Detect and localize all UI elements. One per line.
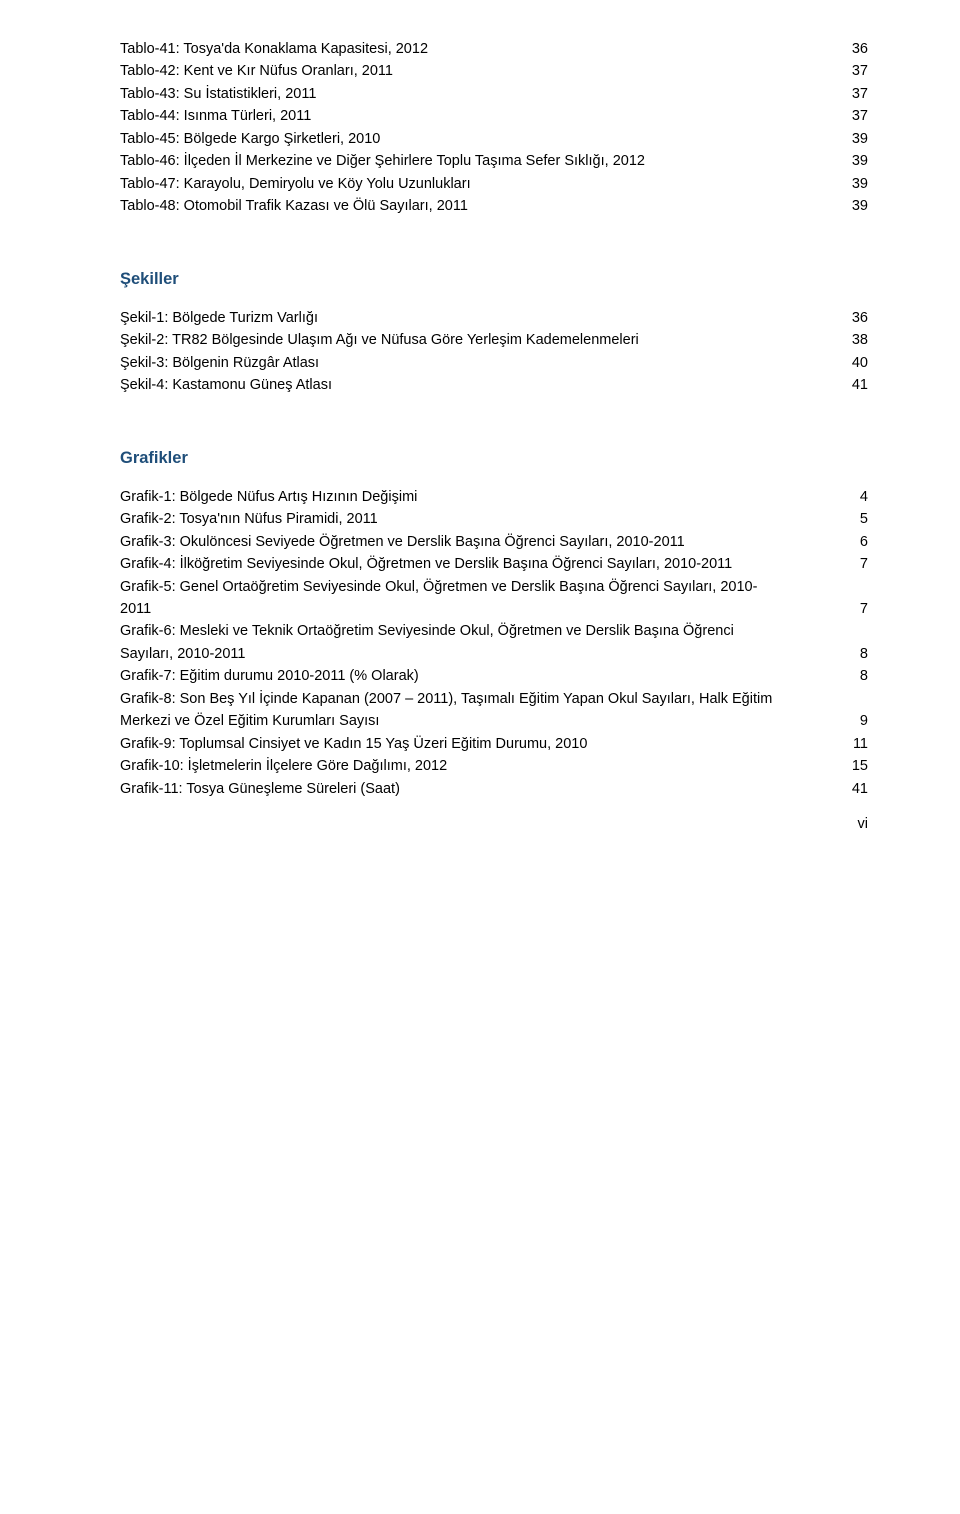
toc-entry-page: 39 — [850, 128, 868, 150]
toc-entry-label: Tablo-46: İlçeden İl Merkezine ve Diğer … — [120, 150, 645, 172]
toc-entry-label: Şekil-4: Kastamonu Güneş Atlası — [120, 374, 332, 396]
toc-entry: Grafik-7: Eğitim durumu 2010-2011 (% Ola… — [120, 665, 868, 687]
toc-entry-label: Grafik-1: Bölgede Nüfus Artış Hızının De… — [120, 486, 417, 508]
toc-entry: Şekil-2: TR82 Bölgesinde Ulaşım Ağı ve N… — [120, 329, 868, 351]
toc-entry-page: 37 — [850, 60, 868, 82]
toc-entry-page: 40 — [850, 352, 868, 374]
toc-entry-label: Tablo-45: Bölgede Kargo Şirketleri, 2010 — [120, 128, 380, 150]
toc-entry: Tablo-41: Tosya'da Konaklama Kapasitesi,… — [120, 38, 868, 60]
toc-entry: Tablo-42: Kent ve Kır Nüfus Oranları, 20… — [120, 60, 868, 82]
toc-entry: Grafik-1: Bölgede Nüfus Artış Hızının De… — [120, 486, 868, 508]
toc-entry-label: Tablo-47: Karayolu, Demiryolu ve Köy Yol… — [120, 173, 471, 195]
toc-entry-label: Sayıları, 2010-2011 — [120, 643, 245, 665]
toc-entry-label: Grafik-3: Okulöncesi Seviyede Öğretmen v… — [120, 531, 685, 553]
toc-entry: Merkezi ve Özel Eğitim Kurumları Sayısı … — [120, 710, 868, 732]
toc-entry-page: 37 — [850, 83, 868, 105]
toc-entry: Tablo-43: Su İstatistikleri, 2011 37 — [120, 83, 868, 105]
toc-entry-page: 6 — [858, 531, 868, 553]
toc-entry-label: Grafik-4: İlköğretim Seviyesinde Okul, Ö… — [120, 553, 732, 575]
toc-entry-label: Tablo-48: Otomobil Trafik Kazası ve Ölü … — [120, 195, 468, 217]
toc-entry: 2011 7 — [120, 598, 868, 620]
toc-entry-label: Şekil-3: Bölgenin Rüzgâr Atlası — [120, 352, 319, 374]
toc-entry-wrap: Grafik-8: Son Beş Yıl İçinde Kapanan (20… — [120, 688, 868, 710]
toc-entry-label: Merkezi ve Özel Eğitim Kurumları Sayısı — [120, 710, 379, 732]
toc-entry: Grafik-9: Toplumsal Cinsiyet ve Kadın 15… — [120, 733, 868, 755]
heading-sekiller: Şekiller — [120, 270, 868, 289]
page-number: vi — [120, 816, 868, 832]
toc-entry-page: 7 — [858, 598, 868, 620]
toc-entry-label: Şekil-1: Bölgede Turizm Varlığı — [120, 307, 318, 329]
heading-grafikler: Grafikler — [120, 449, 868, 468]
toc-entry-label: Tablo-43: Su İstatistikleri, 2011 — [120, 83, 316, 105]
toc-entry: Tablo-45: Bölgede Kargo Şirketleri, 2010… — [120, 128, 868, 150]
toc-entry-page: 41 — [850, 374, 868, 396]
toc-entry: Şekil-4: Kastamonu Güneş Atlası 41 — [120, 374, 868, 396]
toc-entry-label: Grafik-2: Tosya'nın Nüfus Piramidi, 2011 — [120, 508, 378, 530]
toc-tablolar: Tablo-41: Tosya'da Konaklama Kapasitesi,… — [120, 38, 868, 218]
toc-entry-page: 39 — [850, 195, 868, 217]
toc-entry-page: 36 — [850, 307, 868, 329]
toc-entry: Şekil-3: Bölgenin Rüzgâr Atlası 40 — [120, 352, 868, 374]
toc-entry-wrap: Grafik-5: Genel Ortaöğretim Seviyesinde … — [120, 576, 868, 598]
toc-entry-page: 7 — [858, 553, 868, 575]
toc-entry: Grafik-10: İşletmelerin İlçelere Göre Da… — [120, 755, 868, 777]
toc-entry-page: 38 — [850, 329, 868, 351]
toc-entry-label: Grafik-10: İşletmelerin İlçelere Göre Da… — [120, 755, 447, 777]
toc-entry-page: 8 — [858, 643, 868, 665]
toc-entry: Tablo-46: İlçeden İl Merkezine ve Diğer … — [120, 150, 868, 172]
toc-sekiller: Şekil-1: Bölgede Turizm Varlığı 36Şekil-… — [120, 307, 868, 397]
toc-entry: Grafik-4: İlköğretim Seviyesinde Okul, Ö… — [120, 553, 868, 575]
toc-entry: Tablo-47: Karayolu, Demiryolu ve Köy Yol… — [120, 173, 868, 195]
toc-entry-label: Tablo-44: Isınma Türleri, 2011 — [120, 105, 311, 127]
toc-entry-wrap: Grafik-6: Mesleki ve Teknik Ortaöğretim … — [120, 620, 868, 642]
toc-entry-page: 11 — [851, 733, 868, 755]
toc-entry-label: Tablo-42: Kent ve Kır Nüfus Oranları, 20… — [120, 60, 393, 82]
toc-entry: Grafik-2: Tosya'nın Nüfus Piramidi, 2011… — [120, 508, 868, 530]
toc-entry-page: 37 — [850, 105, 868, 127]
toc-entry-page: 8 — [858, 665, 868, 687]
toc-entry-label: 2011 — [120, 598, 151, 620]
toc-entry: Sayıları, 2010-2011 8 — [120, 643, 868, 665]
toc-entry: Grafik-3: Okulöncesi Seviyede Öğretmen v… — [120, 531, 868, 553]
toc-grafikler: Grafik-1: Bölgede Nüfus Artış Hızının De… — [120, 486, 868, 801]
toc-entry: Tablo-44: Isınma Türleri, 2011 37 — [120, 105, 868, 127]
toc-entry: Şekil-1: Bölgede Turizm Varlığı 36 — [120, 307, 868, 329]
toc-entry-label: Şekil-2: TR82 Bölgesinde Ulaşım Ağı ve N… — [120, 329, 639, 351]
toc-entry-label: Grafik-9: Toplumsal Cinsiyet ve Kadın 15… — [120, 733, 587, 755]
toc-entry-page: 39 — [850, 173, 868, 195]
toc-entry-page: 41 — [850, 778, 868, 800]
toc-entry-page: 4 — [858, 486, 868, 508]
toc-entry-page: 36 — [850, 38, 868, 60]
toc-entry-page: 15 — [850, 755, 868, 777]
toc-entry-page: 39 — [850, 150, 868, 172]
toc-entry-page: 5 — [858, 508, 868, 530]
toc-entry-label: Grafik-7: Eğitim durumu 2010-2011 (% Ola… — [120, 665, 419, 687]
toc-entry: Grafik-11: Tosya Güneşleme Süreleri (Saa… — [120, 778, 868, 800]
toc-entry-label: Tablo-41: Tosya'da Konaklama Kapasitesi,… — [120, 38, 428, 60]
toc-entry: Tablo-48: Otomobil Trafik Kazası ve Ölü … — [120, 195, 868, 217]
toc-entry-label: Grafik-11: Tosya Güneşleme Süreleri (Saa… — [120, 778, 400, 800]
toc-entry-page: 9 — [858, 710, 868, 732]
